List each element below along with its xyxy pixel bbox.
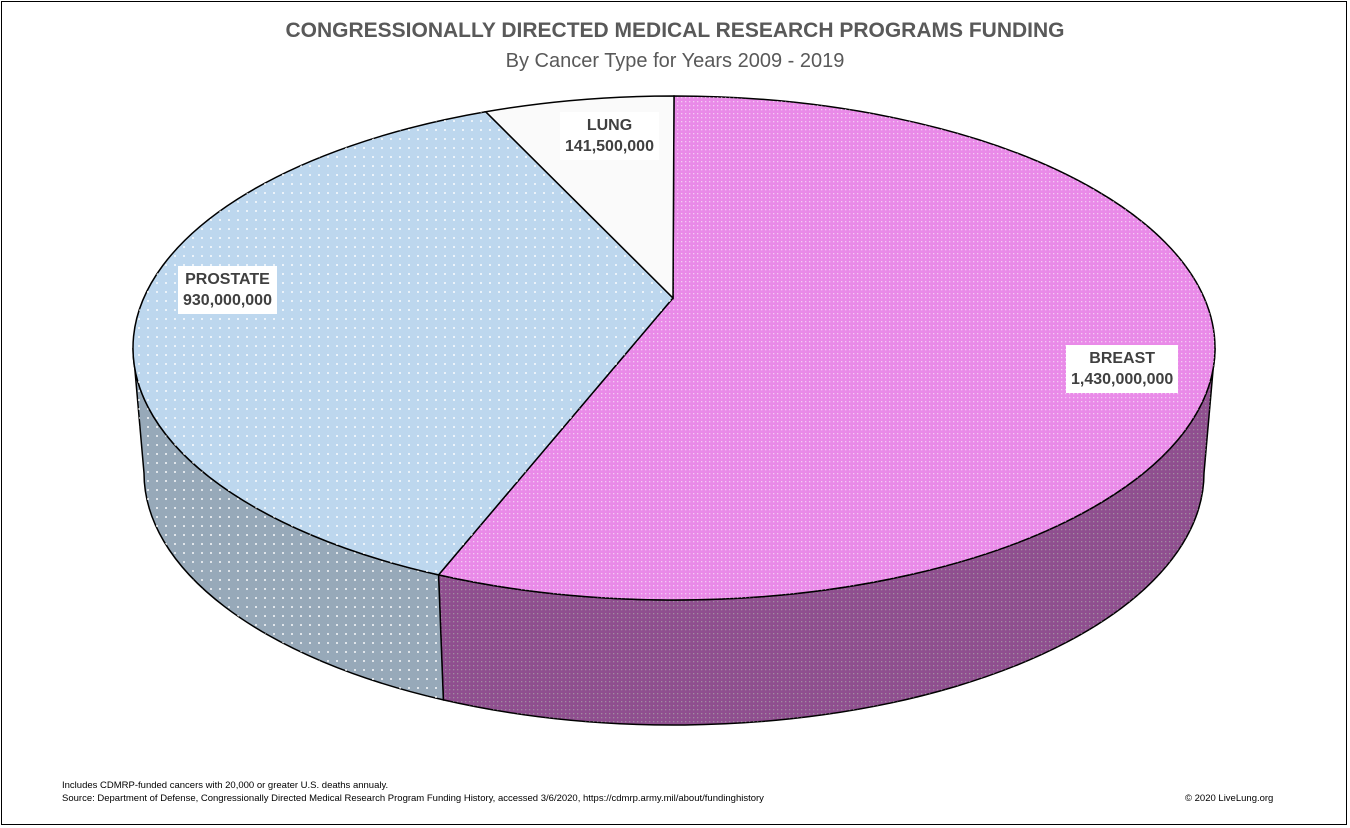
lung-name: LUNG [586, 117, 633, 134]
slice-prostate-texture [132, 111, 673, 575]
footer-copyright: © 2020 LiveLung.org [1185, 793, 1274, 804]
prostate-name: PROSTATE [185, 271, 270, 288]
lung-value: 141,500,000 [565, 138, 654, 155]
footer-source: Source: Department of Defense, Congressi… [62, 793, 764, 804]
slice-side-prostate-texture [133, 348, 444, 700]
chart-title: CONGRESSIONALLY DIRECTED MEDICAL RESEARC… [285, 19, 1065, 42]
footer-note: Includes CDMRP-funded cancers with 20,00… [62, 780, 389, 791]
chart-subtitle: By Cancer Type for Years 2009 - 2019 [505, 50, 845, 72]
slice-label-breast: BREAST 1,430,000,000 [1066, 345, 1179, 393]
slice-side-breast-texture [438, 348, 1215, 725]
breast-name: BREAST [1089, 350, 1156, 367]
slice-breast-texture [438, 96, 1216, 600]
prostate-value: 930,000,000 [183, 292, 272, 309]
slice-label-prostate: PROSTATE 930,000,000 [178, 266, 277, 314]
slice-label-lung: LUNG 141,500,000 [560, 112, 659, 160]
breast-value: 1,430,000,000 [1071, 371, 1174, 388]
